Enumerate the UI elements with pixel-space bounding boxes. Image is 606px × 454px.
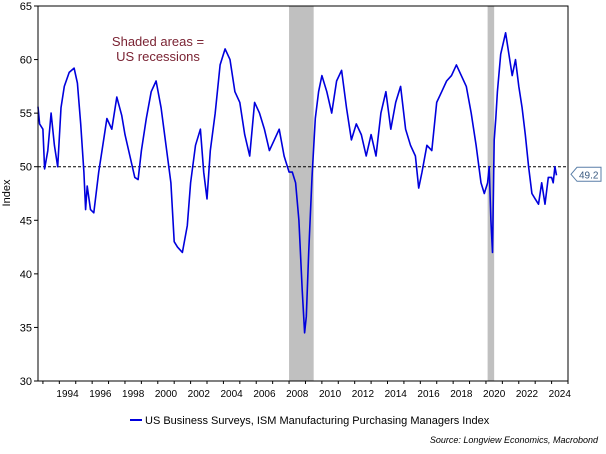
recession-band-2 [487,6,495,381]
x-tick-label-2024: 2024 [549,389,572,400]
annotation-line-2: US recessions [116,49,200,64]
y-axis: 30 35 40 45 50 55 60 65 [20,1,38,388]
x-tick-label-1996: 1996 [89,389,112,400]
x-tick-label-1994: 1994 [56,389,79,400]
y-tick-label-60: 60 [20,55,32,67]
x-tick-label-2008: 2008 [286,389,309,400]
x-tick-label-2002: 2002 [188,389,211,400]
legend-label: US Business Surveys, ISM Manufacturing P… [145,415,490,427]
y-tick-label-30: 30 [20,376,32,388]
last-value-box [570,166,602,182]
y-tick-label-45: 45 [20,215,32,227]
x-tick-label-2012: 2012 [352,389,375,400]
y-tick-label-55: 55 [20,108,32,120]
y-tick-label-65: 65 [20,1,32,13]
x-tick-label-2000: 2000 [155,389,178,400]
recession-bands [289,6,495,381]
x-tick-label-2020: 2020 [483,389,506,400]
recession-band-1 [289,6,314,381]
x-tick-label-2016: 2016 [417,389,440,400]
series-layer [37,31,558,334]
y-tick-label-40: 40 [20,269,32,281]
last-value-marker: 49.2 [570,166,602,182]
y-tick-label-35: 35 [20,322,32,334]
series-line-1 [37,31,558,334]
last-value-label: 49.2 [579,170,599,181]
x-tick-label-2004: 2004 [220,389,243,400]
plot-frame [37,5,569,382]
x-tick-label-2018: 2018 [450,389,473,400]
x-tick-label-2010: 2010 [319,389,342,400]
x-tick-label-1998: 1998 [122,389,145,400]
x-axis: 1994 1996 1998 2000 2002 2004 2006 2008 2010 2012… [42,381,572,400]
source-note: Source: Longview Economics, Macrobond [430,435,599,445]
annotation-line-1: Shaded areas = [112,34,204,49]
x-tick-label-2022: 2022 [516,389,539,400]
y-axis-label: Index [1,179,13,206]
y-tick-label-50: 50 [20,162,32,174]
x-tick-label-2006: 2006 [253,389,276,400]
x-tick-label-2014: 2014 [385,389,408,400]
